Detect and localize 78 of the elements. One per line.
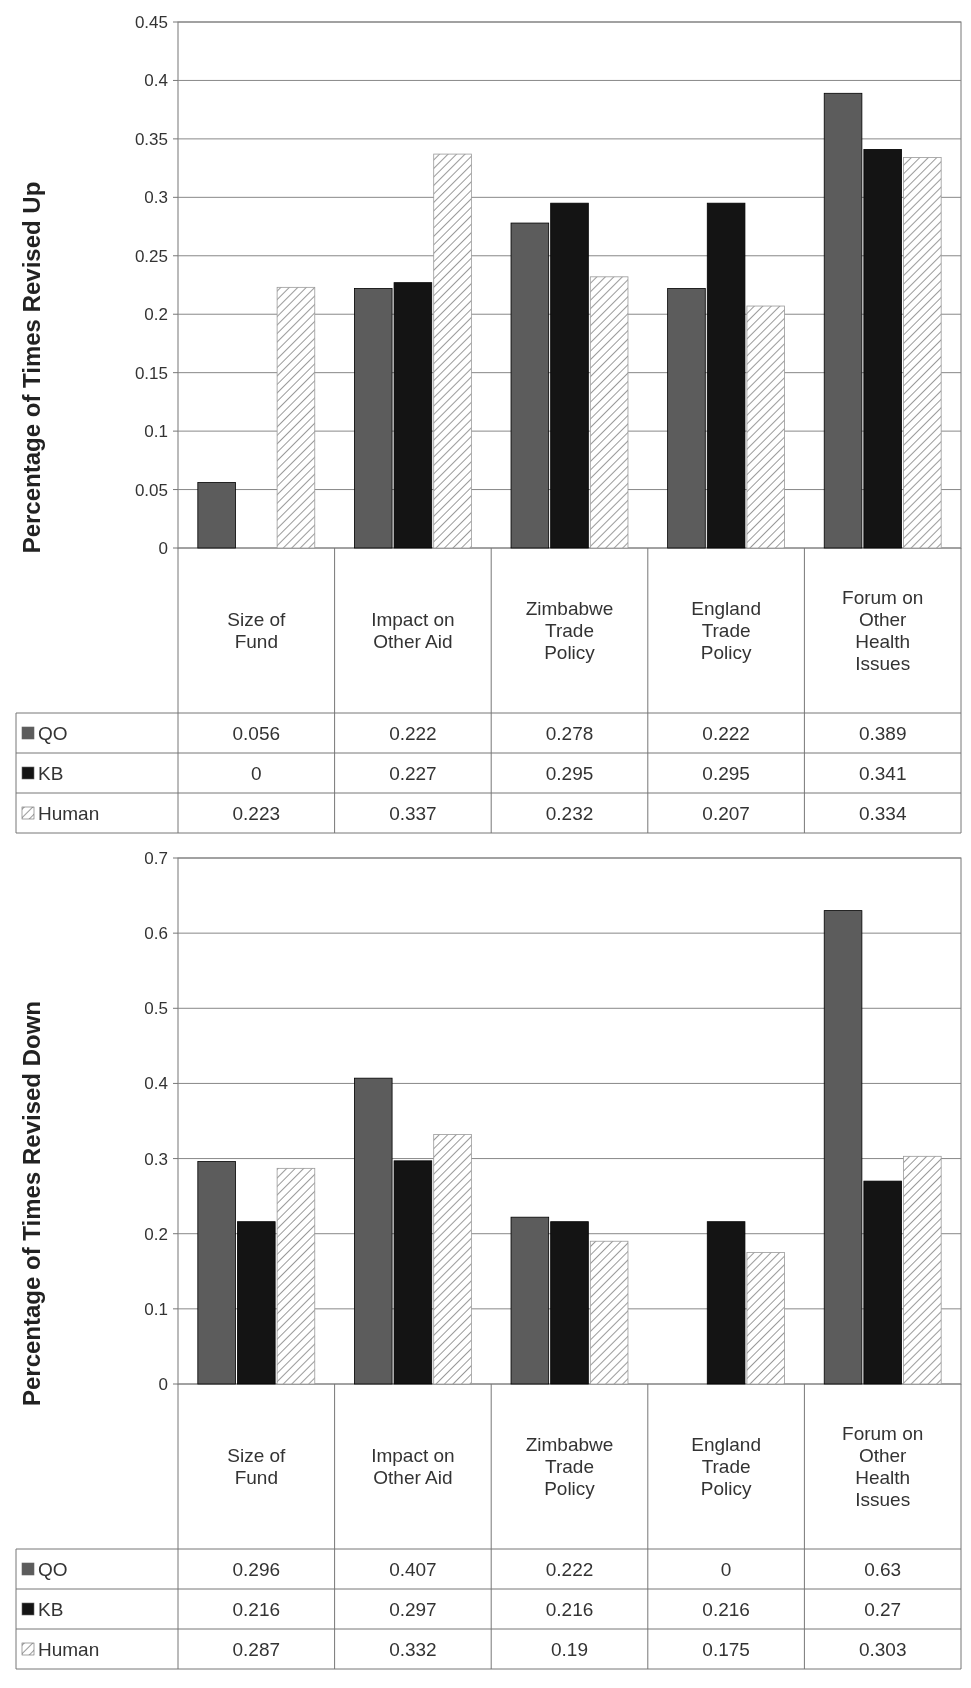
data-label: 0	[251, 762, 262, 784]
data-label: 0.27	[864, 1598, 902, 1620]
data-label: 0.303	[858, 1638, 907, 1660]
data-label: 0.63	[864, 1558, 902, 1580]
data-label: 0.222	[545, 1558, 594, 1580]
bar	[706, 1221, 746, 1385]
data-label: 0.207	[702, 802, 750, 824]
y-tick-label: 0.2	[144, 1224, 168, 1244]
bar	[197, 482, 236, 549]
data-label: 0.295	[545, 762, 594, 784]
legend-label: QO	[38, 1558, 68, 1580]
data-label: 0.216	[232, 1598, 281, 1620]
data-label: 0.407	[389, 1558, 437, 1580]
y-tick-label: 0.25	[134, 246, 168, 266]
y-tick-label: 0.3	[144, 188, 168, 208]
y-tick-label: 0.7	[144, 848, 168, 868]
x-tick-label: England Trade Policy	[691, 598, 761, 664]
x-tick-label: England Trade Policy	[691, 1434, 761, 1500]
data-label: 0.19	[551, 1638, 588, 1660]
data-label: 0.278	[545, 722, 594, 744]
x-tick-label: Size of Fund	[227, 609, 287, 653]
legend-label: KB	[38, 762, 64, 784]
y-tick-label: 0.4	[144, 71, 168, 91]
y-tick-label: 0.5	[144, 999, 168, 1019]
x-tick-label: Impact on Other Aid	[371, 609, 455, 653]
bar	[433, 1134, 472, 1385]
y-tick-label: 0.05	[134, 480, 168, 500]
x-tick-label: Forum on Other Health Issues	[842, 1423, 924, 1511]
y-tick-label: 0	[158, 538, 168, 558]
data-label: 0.216	[702, 1598, 750, 1620]
x-tick-label: Impact on Other Aid	[371, 1445, 455, 1489]
x-tick-label: Size of Fund	[227, 1445, 287, 1489]
y-tick-label: 0.35	[134, 129, 168, 149]
bar	[903, 157, 942, 549]
bar	[903, 1155, 942, 1385]
data-label: 0.232	[545, 802, 594, 824]
legend-label: QO	[38, 722, 68, 744]
data-label: 0.389	[858, 722, 907, 744]
data-label: 0.287	[232, 1638, 281, 1660]
y-tick-label: 0.1	[144, 422, 168, 442]
data-label: 0.222	[702, 722, 750, 744]
bar	[746, 305, 785, 549]
bar	[746, 1252, 785, 1385]
bar	[276, 1167, 316, 1385]
data-label: 0	[720, 1558, 732, 1580]
data-label: 0.056	[232, 722, 281, 744]
y-tick-label: 0.1	[144, 1299, 168, 1319]
data-label: 0.297	[389, 1598, 437, 1620]
bar	[589, 1240, 629, 1385]
y-tick-label: 0.2	[144, 305, 168, 325]
bar	[276, 286, 316, 549]
data-label: 0.334	[858, 802, 907, 824]
x-tick-label: Zimbabwe Trade Policy	[525, 1434, 614, 1500]
data-label: 0.296	[232, 1558, 281, 1580]
y-tick-label: 0.15	[134, 363, 168, 383]
bar	[589, 276, 629, 549]
y-axis-title: Percentage of Times Revised Up	[18, 181, 45, 554]
bar	[433, 153, 472, 549]
data-label: 0.227	[389, 762, 437, 784]
data-label: 0.295	[702, 762, 750, 784]
y-tick-label: 0	[158, 1374, 168, 1394]
data-label: 0.222	[389, 722, 437, 744]
y-axis-title: Percentage of Times Revised Down	[18, 1000, 45, 1407]
data-label: 0.175	[702, 1638, 750, 1660]
x-tick-label: Zimbabwe Trade Policy	[525, 598, 614, 664]
data-label: 0.341	[858, 762, 907, 784]
data-label: 0.337	[389, 802, 437, 824]
legend-label: KB	[38, 1598, 64, 1620]
legend-label: Human	[38, 802, 100, 824]
y-tick-label: 0.3	[144, 1149, 168, 1169]
data-label: 0.216	[545, 1598, 594, 1620]
data-label: 0.223	[232, 802, 281, 824]
legend-label: Human	[38, 1638, 100, 1660]
x-tick-label: Forum on Other Health Issues	[842, 587, 924, 675]
y-tick-label: 0.4	[144, 1074, 168, 1094]
y-tick-label: 0.45	[134, 12, 168, 32]
y-tick-label: 0.6	[144, 924, 168, 944]
data-label: 0.332	[389, 1638, 437, 1660]
